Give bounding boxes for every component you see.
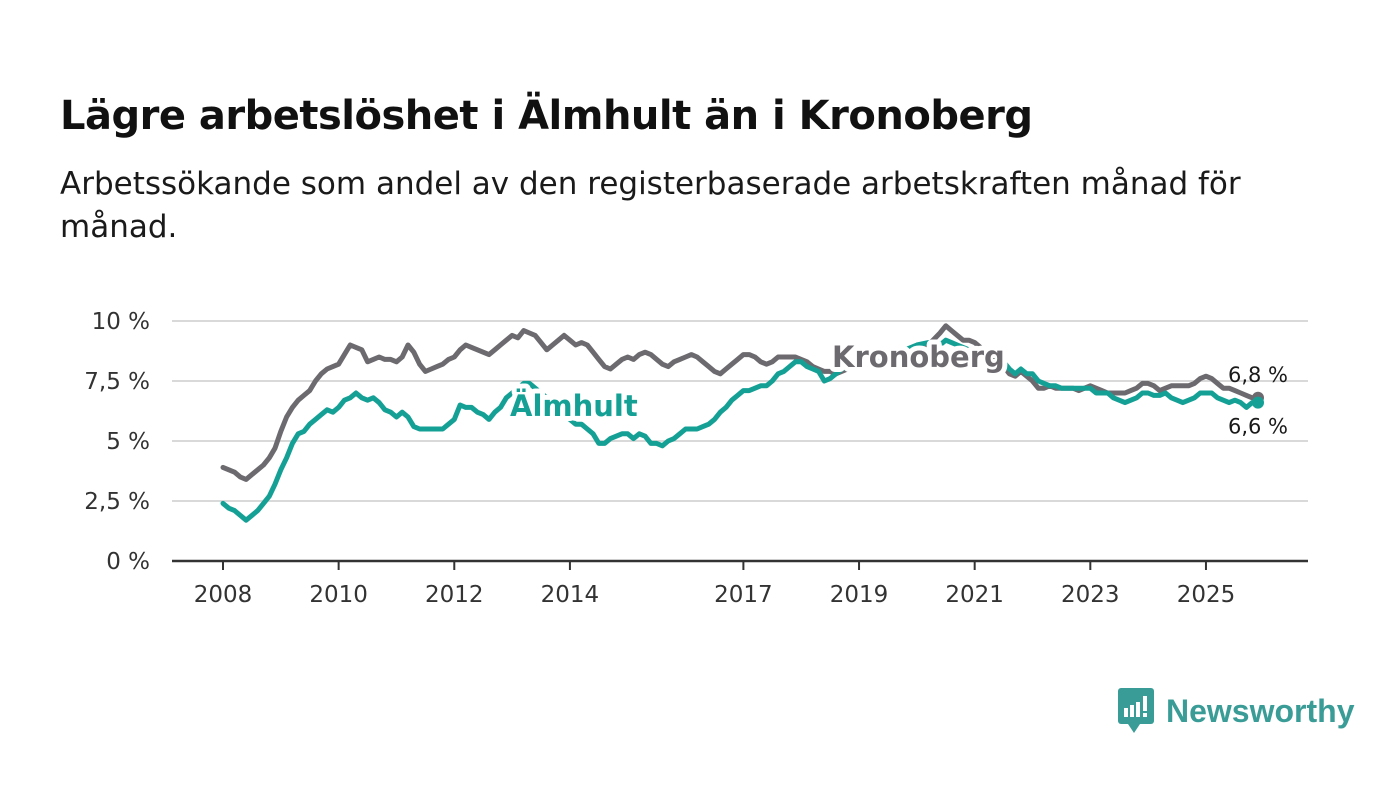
newsworthy-logo-text: Newsworthy bbox=[1166, 692, 1355, 729]
end-value-label-kronoberg: 6,8 % bbox=[1228, 363, 1288, 387]
x-tick-label: 2023 bbox=[1061, 582, 1120, 608]
x-tick-label: 2014 bbox=[541, 582, 600, 608]
series-lines bbox=[220, 323, 1264, 523]
chart-title: Lägre arbetslöshet i Älmhult än i Kronob… bbox=[60, 92, 1033, 139]
x-tick-label: 2008 bbox=[194, 582, 253, 608]
x-tick-label: 2025 bbox=[1177, 582, 1236, 608]
end-value-label-almhult: 6,6 % bbox=[1228, 415, 1288, 439]
chart-subtitle: Arbetssökande som andel av den registerb… bbox=[60, 166, 1241, 245]
y-tick-label: 7,5 % bbox=[84, 369, 150, 395]
y-tick-label: 2,5 % bbox=[84, 489, 150, 515]
newsworthy-logo-icon bbox=[1118, 688, 1154, 733]
series-endpoint-almhult bbox=[1252, 396, 1264, 409]
y-tick-label: 0 % bbox=[106, 549, 150, 575]
series-label-kronoberg: Kronoberg bbox=[832, 340, 1005, 374]
x-tick-label: 2017 bbox=[714, 582, 773, 608]
grid-lines bbox=[172, 320, 1308, 502]
x-tick-label: 2010 bbox=[309, 582, 368, 608]
y-tick-label: 5 % bbox=[106, 429, 150, 455]
newsworthy-logo: Newsworthy bbox=[1118, 688, 1354, 734]
x-axis-ticks: 2008 2010 2012 2014 2017 2019 2021 2023 2025 bbox=[194, 561, 1236, 608]
series-label-almhult: Älmhult bbox=[510, 389, 638, 423]
series-line-almhult bbox=[220, 337, 1261, 523]
y-axis-ticks: 0 % 2,5 % 5 % 7,5 % 10 % bbox=[84, 309, 150, 575]
x-tick-label: 2021 bbox=[945, 582, 1004, 608]
x-tick-label: 2012 bbox=[425, 582, 484, 608]
y-tick-label: 10 % bbox=[92, 309, 150, 335]
x-tick-label: 2019 bbox=[830, 582, 889, 608]
series-label-halo-almhult: Älmhult bbox=[510, 389, 638, 423]
series-label-halo-kronoberg: Kronoberg bbox=[832, 340, 1005, 374]
